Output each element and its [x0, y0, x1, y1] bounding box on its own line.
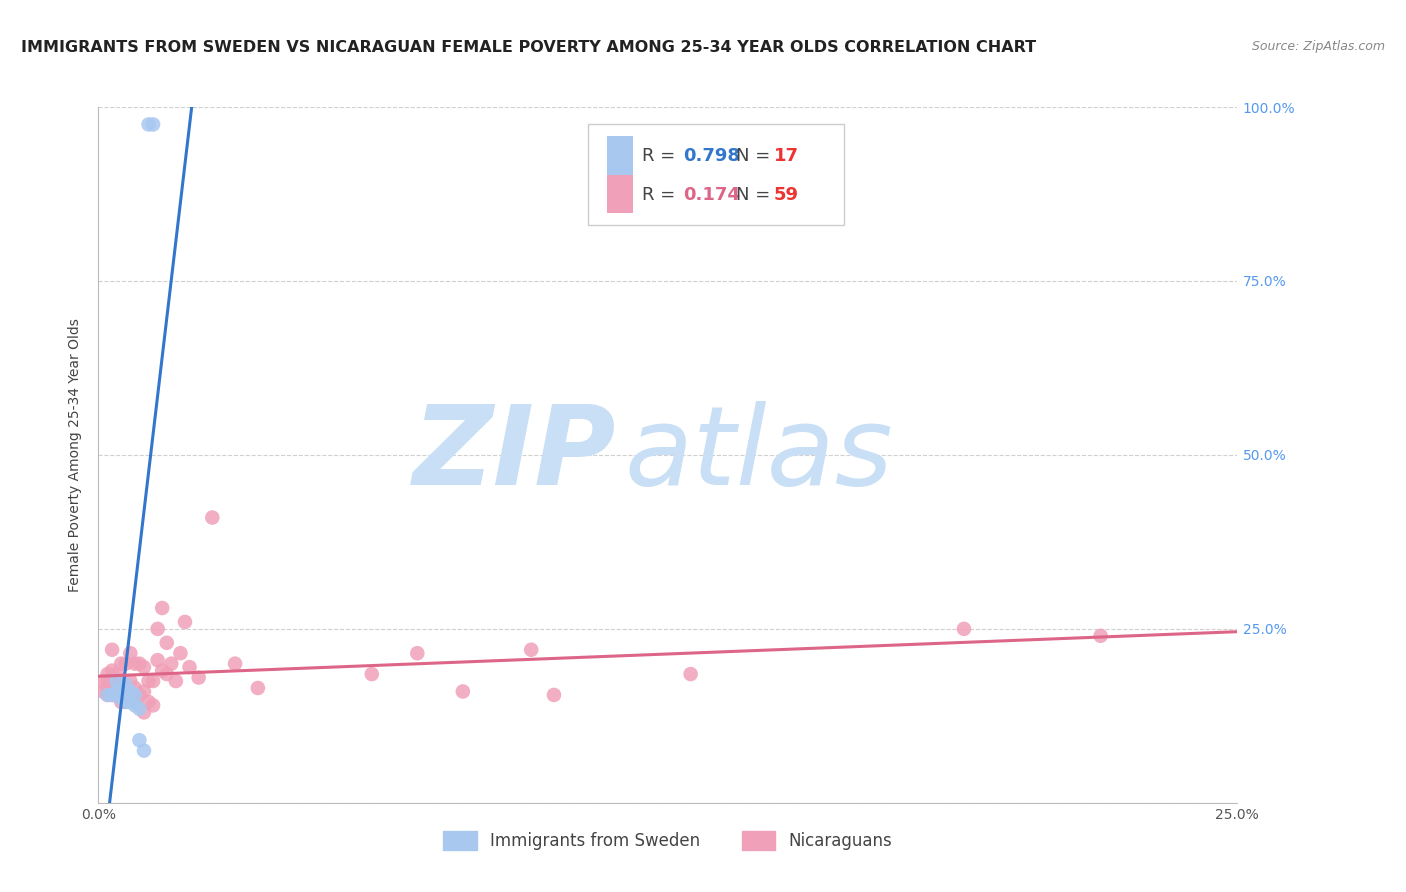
Point	[165, 674, 187, 689]
Point	[110, 657, 132, 671]
Point	[146, 653, 169, 667]
Point	[128, 702, 150, 716]
Text: 17: 17	[773, 147, 799, 165]
Point	[101, 664, 124, 678]
Point	[201, 510, 224, 524]
Text: N =: N =	[737, 186, 776, 204]
FancyBboxPatch shape	[588, 124, 845, 226]
Point	[132, 660, 155, 674]
Point	[142, 674, 165, 689]
Point	[91, 674, 114, 689]
Point	[953, 622, 976, 636]
Point	[120, 688, 142, 702]
Text: IMMIGRANTS FROM SWEDEN VS NICARAGUAN FEMALE POVERTY AMONG 25-34 YEAR OLDS CORREL: IMMIGRANTS FROM SWEDEN VS NICARAGUAN FEM…	[21, 40, 1036, 55]
Point	[132, 744, 155, 758]
Point	[520, 642, 543, 657]
Point	[96, 688, 118, 702]
Point	[128, 688, 150, 702]
Text: 59: 59	[773, 186, 799, 204]
Point	[120, 684, 142, 698]
Point	[105, 684, 128, 698]
Point	[105, 677, 128, 691]
Point	[169, 646, 191, 660]
FancyBboxPatch shape	[607, 136, 633, 175]
Point	[114, 695, 136, 709]
Point	[187, 671, 209, 685]
Point	[101, 688, 124, 702]
Point	[174, 615, 197, 629]
Point	[1090, 629, 1112, 643]
Point	[146, 622, 169, 636]
Point	[101, 642, 124, 657]
Point	[124, 681, 146, 695]
Point	[110, 681, 132, 695]
Text: ZIP: ZIP	[413, 401, 617, 508]
Point	[406, 646, 429, 660]
Point	[96, 681, 118, 695]
Point	[101, 674, 124, 689]
Point	[128, 733, 150, 747]
Point	[110, 674, 132, 689]
Point	[124, 698, 146, 713]
Point	[132, 684, 155, 698]
Point	[124, 695, 146, 709]
Point	[124, 657, 146, 671]
Point	[96, 667, 118, 681]
Point	[105, 667, 128, 681]
Point	[160, 657, 183, 671]
Point	[132, 706, 155, 720]
Point	[120, 646, 142, 660]
Text: atlas: atlas	[624, 401, 893, 508]
Point	[451, 684, 474, 698]
Point	[224, 657, 246, 671]
Point	[679, 667, 702, 681]
Point	[96, 674, 118, 689]
Text: Source: ZipAtlas.com: Source: ZipAtlas.com	[1251, 40, 1385, 54]
Point	[138, 117, 160, 131]
Point	[150, 601, 173, 615]
Point	[138, 695, 160, 709]
Point	[179, 660, 201, 674]
Point	[142, 698, 165, 713]
Point	[105, 674, 128, 689]
Point	[138, 674, 160, 689]
Legend: Immigrants from Sweden, Nicaraguans: Immigrants from Sweden, Nicaraguans	[437, 824, 898, 857]
Point	[543, 688, 565, 702]
Point	[360, 667, 382, 681]
Text: R =: R =	[641, 186, 681, 204]
Point	[124, 688, 146, 702]
Text: R =: R =	[641, 147, 681, 165]
Point	[120, 695, 142, 709]
Point	[110, 684, 132, 698]
Point	[128, 657, 150, 671]
Point	[156, 667, 179, 681]
Point	[110, 691, 132, 706]
Point	[114, 657, 136, 671]
Point	[101, 688, 124, 702]
Y-axis label: Female Poverty Among 25-34 Year Olds: Female Poverty Among 25-34 Year Olds	[69, 318, 83, 592]
Point	[142, 117, 165, 131]
Point	[96, 688, 118, 702]
Point	[105, 688, 128, 702]
Point	[110, 695, 132, 709]
Point	[114, 677, 136, 691]
Point	[246, 681, 269, 695]
Text: 0.174: 0.174	[683, 186, 740, 204]
Point	[101, 681, 124, 695]
Point	[120, 674, 142, 689]
Text: N =: N =	[737, 147, 776, 165]
Point	[114, 695, 136, 709]
Text: 0.798: 0.798	[683, 147, 740, 165]
Point	[114, 681, 136, 695]
Point	[156, 636, 179, 650]
FancyBboxPatch shape	[607, 175, 633, 213]
Point	[91, 684, 114, 698]
Point	[150, 664, 173, 678]
